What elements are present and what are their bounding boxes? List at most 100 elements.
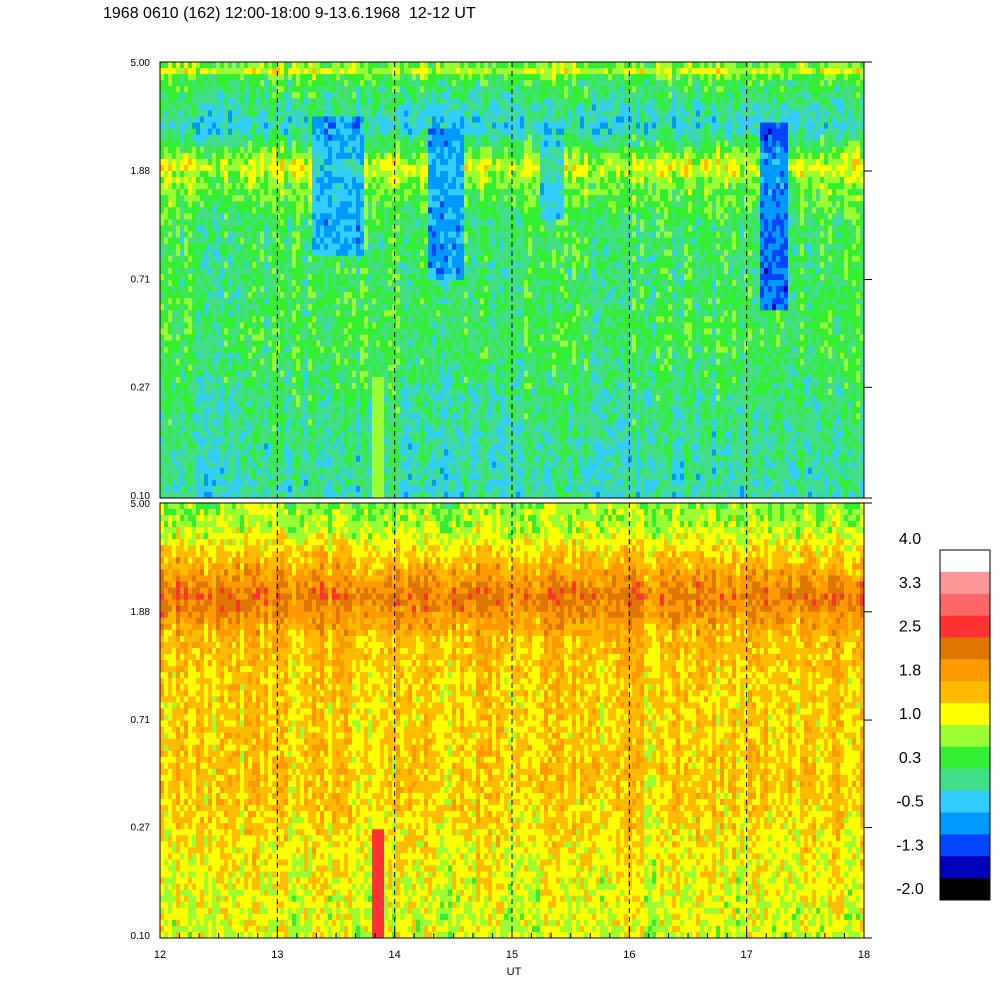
- heatmap-cell: [280, 80, 284, 86]
- heatmap-cell: [384, 123, 388, 129]
- heatmap-cell: [340, 232, 344, 238]
- heatmap-cell: [284, 147, 288, 153]
- heatmap-cell: [264, 310, 268, 316]
- heatmap-cell: [204, 395, 208, 401]
- heatmap-cell: [384, 135, 388, 141]
- heatmap-cell: [364, 165, 368, 171]
- heatmap-cell: [164, 165, 168, 171]
- heatmap-cell: [204, 189, 208, 195]
- heatmap-cell: [160, 395, 164, 401]
- heatmap-cell: [420, 462, 424, 468]
- heatmap-cell: [268, 492, 272, 498]
- heatmap-cell: [308, 123, 312, 129]
- heatmap-cell: [372, 62, 376, 68]
- heatmap-cell: [372, 371, 376, 377]
- heatmap-cell: [228, 62, 232, 68]
- heatmap-cell: [316, 213, 320, 219]
- heatmap-cell: [320, 383, 324, 389]
- heatmap-cell: [356, 286, 360, 292]
- heatmap-cell: [284, 189, 288, 195]
- heatmap-cell: [296, 238, 300, 244]
- heatmap-cell: [372, 444, 376, 450]
- heatmap-cell: [332, 135, 336, 141]
- heatmap-cell: [396, 480, 400, 486]
- heatmap-cell: [200, 316, 204, 322]
- heatmap-cell: [332, 425, 336, 431]
- heatmap-cell: [364, 201, 368, 207]
- heatmap-cell: [324, 274, 328, 280]
- heatmap-cell: [368, 244, 372, 250]
- heatmap-cell: [420, 280, 424, 286]
- heatmap-cell: [196, 117, 200, 123]
- heatmap-cell: [200, 62, 204, 68]
- heatmap-cell: [380, 135, 384, 141]
- heatmap-cell: [212, 371, 216, 377]
- heatmap-cell: [224, 117, 228, 123]
- heatmap-cell: [268, 407, 272, 413]
- heatmap-cell: [308, 359, 312, 365]
- heatmap-cell: [388, 232, 392, 238]
- heatmap-cell: [172, 456, 176, 462]
- heatmap-cell: [356, 62, 360, 68]
- heatmap-cell: [212, 165, 216, 171]
- heatmap-cell: [280, 383, 284, 389]
- heatmap-cell: [240, 74, 244, 80]
- heatmap-cell: [332, 286, 336, 292]
- heatmap-cell: [260, 480, 264, 486]
- heatmap-cell: [308, 98, 312, 104]
- heatmap-cell: [224, 328, 228, 334]
- heatmap-cell: [212, 316, 216, 322]
- heatmap-cell: [360, 80, 364, 86]
- heatmap-cell: [164, 431, 168, 437]
- heatmap-cell: [400, 377, 404, 383]
- heatmap-cell: [188, 250, 192, 256]
- heatmap-cell: [284, 213, 288, 219]
- heatmap-cell: [264, 425, 268, 431]
- heatmap-cell: [408, 62, 412, 68]
- heatmap-cell: [228, 129, 232, 135]
- heatmap-cell: [176, 328, 180, 334]
- heatmap-cell: [408, 238, 412, 244]
- heatmap-cell: [328, 462, 332, 468]
- heatmap-cell: [180, 147, 184, 153]
- heatmap-cell: [236, 68, 240, 74]
- heatmap-cell: [424, 389, 428, 395]
- heatmap-cell: [412, 207, 416, 213]
- heatmap-cell: [344, 316, 348, 322]
- heatmap-cell: [416, 383, 420, 389]
- heatmap-cell: [360, 347, 364, 353]
- heatmap-cell: [400, 62, 404, 68]
- heatmap-cell: [324, 395, 328, 401]
- heatmap-cell: [264, 401, 268, 407]
- heatmap-cell: [264, 371, 268, 377]
- heatmap-cell: [160, 286, 164, 292]
- heatmap-cell: [372, 359, 376, 365]
- heatmap-cell: [412, 365, 416, 371]
- heatmap-cell: [356, 341, 360, 347]
- heatmap-cell: [424, 419, 428, 425]
- heatmap-cell: [380, 141, 384, 147]
- heatmap-cell: [308, 244, 312, 250]
- heatmap-cell: [372, 80, 376, 86]
- heatmap-cell: [268, 226, 272, 232]
- heatmap-cell: [176, 153, 180, 159]
- heatmap-cell: [220, 456, 224, 462]
- heatmap-cell: [188, 201, 192, 207]
- heatmap-cell: [416, 74, 420, 80]
- heatmap-cell: [432, 474, 436, 480]
- heatmap-cell: [352, 286, 356, 292]
- heatmap-cell: [272, 401, 276, 407]
- heatmap-cell: [312, 456, 316, 462]
- heatmap-cell: [368, 165, 372, 171]
- heatmap-cell: [320, 316, 324, 322]
- heatmap-cell: [300, 195, 304, 201]
- heatmap-cell: [180, 347, 184, 353]
- heatmap-cell: [428, 292, 432, 298]
- heatmap-cell: [188, 92, 192, 98]
- heatmap-cell: [284, 480, 288, 486]
- heatmap-cell: [252, 141, 256, 147]
- heatmap-cell: [312, 419, 316, 425]
- heatmap-cell: [220, 371, 224, 377]
- heatmap-cell: [184, 304, 188, 310]
- heatmap-cell: [200, 117, 204, 123]
